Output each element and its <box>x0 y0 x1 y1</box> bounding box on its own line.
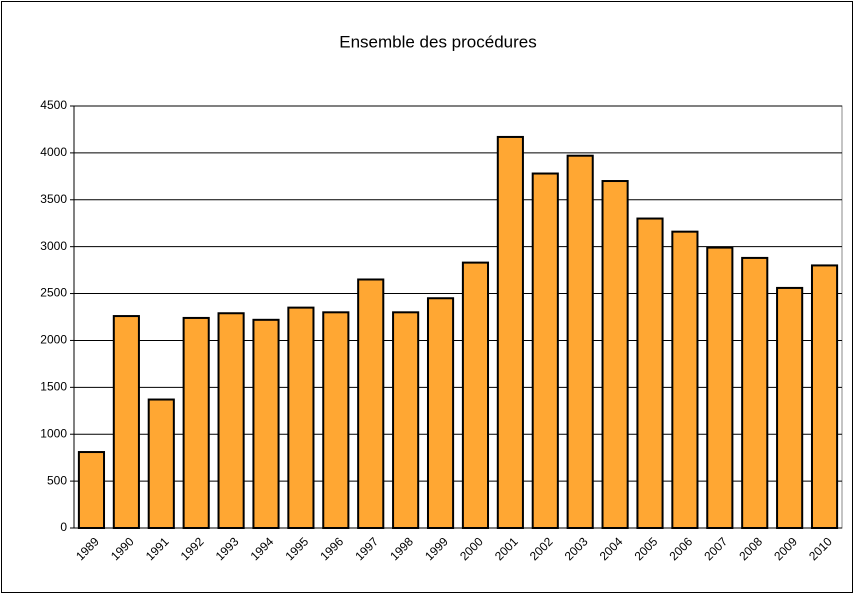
bar <box>147 398 175 529</box>
bar <box>217 312 245 530</box>
bar <box>426 297 455 529</box>
bar <box>636 217 664 530</box>
y-tick-label: 3500 <box>40 192 67 206</box>
bar <box>287 306 315 529</box>
bar <box>496 135 524 530</box>
y-tick-label: 4000 <box>40 145 67 159</box>
bar <box>601 180 629 529</box>
bar <box>706 246 734 530</box>
bar <box>810 264 839 529</box>
chart-title: Ensemble des procédures <box>339 32 537 51</box>
bar <box>566 154 594 530</box>
bar <box>392 311 420 529</box>
bar <box>531 172 559 530</box>
y-tick-label: 3000 <box>40 239 67 253</box>
bar <box>461 261 490 529</box>
y-tick-label: 1500 <box>40 380 67 394</box>
bar <box>112 315 140 529</box>
y-tick-label: 500 <box>47 473 67 487</box>
y-tick-label: 2500 <box>40 286 67 300</box>
bar <box>741 256 769 529</box>
y-tick-label: 1000 <box>40 426 67 440</box>
bar <box>77 451 106 530</box>
y-tick-label: 4500 <box>40 98 67 112</box>
bar <box>776 286 804 529</box>
y-tick-label: 2000 <box>40 333 67 347</box>
bar <box>357 278 385 529</box>
bar <box>252 318 280 529</box>
bar <box>322 311 350 529</box>
bar <box>182 316 210 529</box>
bar <box>671 230 699 529</box>
y-tick-label: 0 <box>60 520 67 534</box>
